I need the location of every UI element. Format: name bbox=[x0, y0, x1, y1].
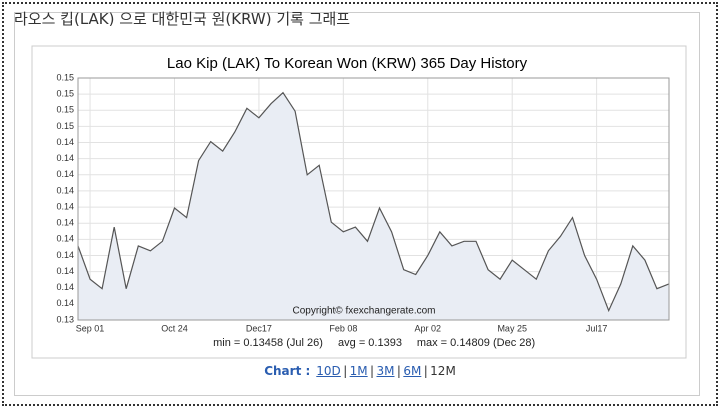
x-tick-label: Apr 02 bbox=[415, 323, 442, 333]
period-link[interactable]: 6M bbox=[403, 364, 422, 378]
separator: | bbox=[421, 364, 431, 378]
stat-avg: avg = 0.1393 bbox=[338, 337, 402, 349]
stat-max: max = 0.14809 (Dec 28) bbox=[417, 337, 535, 349]
y-tick-label: 0.15 bbox=[56, 72, 74, 82]
y-tick-label: 0.14 bbox=[56, 185, 74, 195]
y-tick-label: 0.14 bbox=[56, 266, 74, 276]
area-fill bbox=[78, 92, 669, 320]
x-tick-label: Sep 01 bbox=[76, 323, 105, 333]
line bbox=[77, 91, 670, 313]
y-tick-label: 0.14 bbox=[56, 169, 74, 179]
separator: | bbox=[367, 364, 377, 378]
chart-links: Chart : 10D | 1M | 3M | 6M | 12M bbox=[0, 364, 720, 378]
x-tick-label: Feb 08 bbox=[329, 323, 357, 333]
separator: | bbox=[340, 364, 350, 378]
y-tick-label: 0.13 bbox=[56, 314, 74, 324]
y-tick-label: 0.14 bbox=[56, 282, 74, 292]
chart-title: Lao Kip (LAK) To Korean Won (KRW) 365 Da… bbox=[167, 55, 528, 72]
copyright: Copyright© fxexchangerate.com bbox=[293, 306, 436, 317]
period-link[interactable]: 12M bbox=[430, 364, 456, 378]
period-link[interactable]: 3M bbox=[376, 364, 395, 378]
stat-min: min = 0.13458 (Jul 26) bbox=[213, 337, 323, 349]
y-tick-label: 0.14 bbox=[56, 218, 74, 228]
x-tick-label: Jul17 bbox=[586, 323, 608, 333]
y-tick-label: 0.14 bbox=[56, 137, 74, 147]
x-tick-label: Dec17 bbox=[246, 323, 272, 333]
y-tick-label: 0.14 bbox=[56, 234, 74, 244]
y-tick-label: 0.14 bbox=[56, 153, 74, 163]
links-label: Chart : bbox=[264, 364, 311, 378]
period-link[interactable]: 1M bbox=[349, 364, 368, 378]
y-tick-label: 0.15 bbox=[56, 121, 74, 131]
y-tick-label: 0.15 bbox=[56, 105, 74, 115]
y-tick-label: 0.14 bbox=[56, 298, 74, 308]
x-tick-label: Oct 24 bbox=[161, 323, 188, 333]
period-link[interactable]: 10D bbox=[316, 364, 341, 378]
x-tick-label: May 25 bbox=[497, 323, 527, 333]
y-tick-label: 0.14 bbox=[56, 201, 74, 211]
page-header: 라오스 킵(LAK) 으로 대한민국 원(KRW) 기록 그래프 bbox=[14, 10, 351, 28]
plot-frame bbox=[77, 77, 670, 321]
y-tick-label: 0.14 bbox=[56, 250, 74, 260]
y-tick-label: 0.15 bbox=[56, 89, 74, 99]
separator: | bbox=[394, 364, 404, 378]
